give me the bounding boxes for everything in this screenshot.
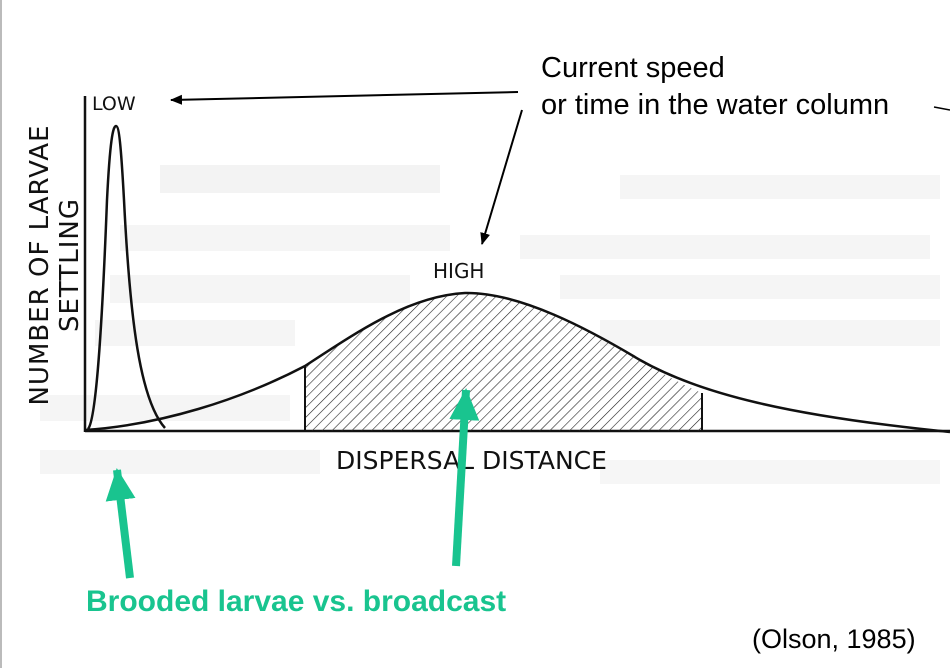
brooded-vs-broadcast-label: Brooded larvae vs. broadcast: [86, 585, 507, 618]
caption-current-speed: Current speed: [541, 52, 725, 84]
low-label: LOW: [92, 93, 136, 115]
arrow-to-low: [170, 91, 519, 105]
x-axis-label: DISPERSAL DISTANCE: [336, 446, 607, 475]
green-arrow-broadcast: [449, 388, 480, 567]
y-axis-label-line1: NUMBER OF LARVAE: [25, 124, 55, 405]
y-axis-label-line2: SETTLING: [55, 198, 85, 332]
high-dispersal-curve: [84, 291, 950, 434]
arrow-right-stub: [933, 106, 950, 111]
caption-time-in-water-column: or time in the water column: [541, 89, 890, 121]
y-axis-label: NUMBER OF LARVAE SETTLING: [25, 124, 85, 405]
green-arrow-brooded: [105, 468, 136, 579]
arrow-to-high: [480, 109, 523, 245]
citation: (Olson, 1985): [752, 624, 916, 654]
high-label: HIGH: [433, 259, 484, 283]
background-ghost-text: [40, 165, 940, 484]
high-curve-hatched-area: [305, 292, 702, 431]
low-dispersal-curve: [86, 124, 166, 430]
